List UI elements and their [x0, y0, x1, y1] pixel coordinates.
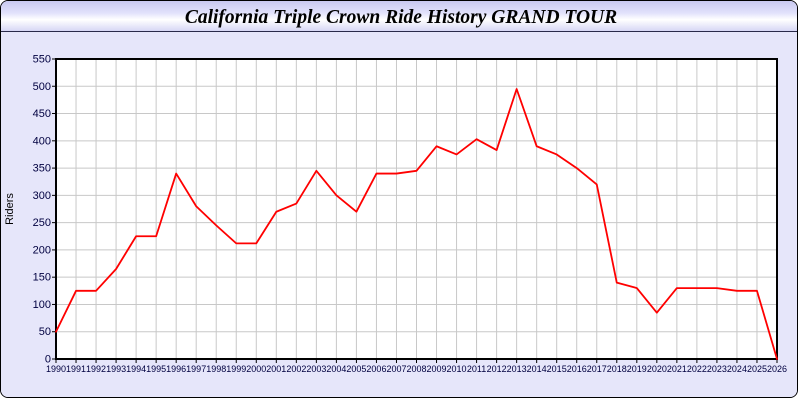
svg-text:2021: 2021: [667, 364, 687, 374]
svg-text:2016: 2016: [567, 364, 587, 374]
svg-text:2010: 2010: [447, 364, 467, 374]
svg-text:1996: 1996: [166, 364, 186, 374]
svg-text:1993: 1993: [106, 364, 126, 374]
svg-text:2001: 2001: [266, 364, 286, 374]
svg-text:2014: 2014: [527, 364, 547, 374]
svg-text:2012: 2012: [487, 364, 507, 374]
svg-text:Riders: Riders: [4, 193, 16, 225]
svg-text:1994: 1994: [126, 364, 146, 374]
svg-text:2026: 2026: [767, 364, 787, 374]
svg-text:2007: 2007: [386, 364, 406, 374]
svg-text:350: 350: [33, 163, 51, 175]
svg-text:2023: 2023: [707, 364, 727, 374]
svg-text:1995: 1995: [146, 364, 166, 374]
svg-text:2018: 2018: [607, 364, 627, 374]
svg-text:2015: 2015: [547, 364, 567, 374]
svg-text:300: 300: [33, 190, 51, 202]
svg-text:100: 100: [33, 299, 51, 311]
svg-text:1997: 1997: [186, 364, 206, 374]
svg-text:550: 550: [33, 54, 51, 66]
svg-text:2024: 2024: [727, 364, 747, 374]
svg-text:2013: 2013: [507, 364, 527, 374]
svg-text:400: 400: [33, 135, 51, 147]
svg-text:2003: 2003: [306, 364, 326, 374]
svg-text:50: 50: [39, 326, 51, 338]
svg-text:2022: 2022: [687, 364, 707, 374]
svg-text:450: 450: [33, 108, 51, 120]
svg-text:2011: 2011: [467, 364, 486, 374]
svg-text:2017: 2017: [587, 364, 607, 374]
svg-text:2000: 2000: [246, 364, 266, 374]
svg-text:200: 200: [33, 244, 51, 256]
svg-text:2005: 2005: [346, 364, 366, 374]
svg-text:1999: 1999: [226, 364, 246, 374]
svg-text:2019: 2019: [627, 364, 647, 374]
svg-text:1990: 1990: [46, 364, 66, 374]
svg-text:2006: 2006: [366, 364, 386, 374]
svg-text:2004: 2004: [326, 364, 346, 374]
svg-text:2020: 2020: [647, 364, 667, 374]
svg-text:500: 500: [33, 81, 51, 93]
svg-text:150: 150: [33, 272, 51, 284]
svg-text:2008: 2008: [406, 364, 426, 374]
svg-text:2009: 2009: [427, 364, 447, 374]
svg-text:2002: 2002: [286, 364, 306, 374]
svg-text:2025: 2025: [747, 364, 767, 374]
svg-text:1991: 1991: [66, 364, 86, 374]
svg-text:250: 250: [33, 217, 51, 229]
svg-text:1992: 1992: [86, 364, 106, 374]
svg-text:1998: 1998: [206, 364, 226, 374]
